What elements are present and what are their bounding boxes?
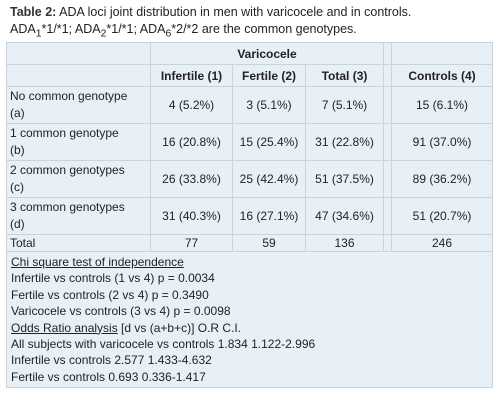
row-label-line: (b) xyxy=(10,143,25,157)
caption-line: Table 2: ADA loci joint distribution in … xyxy=(10,4,486,21)
note-text: Chi square test of independence xyxy=(11,255,184,269)
note-text: All subjects with varicocele vs controls… xyxy=(11,337,316,352)
table-cell: 51 (37.5%) xyxy=(304,160,385,198)
note-line: Fertile vs controls 0.693 0.336-1.417 xyxy=(11,369,488,385)
caption-text: ADA loci joint distribution in men with … xyxy=(59,5,412,19)
column-header: Controls (4) xyxy=(391,64,494,87)
note-line: Varicocele vs controls (3 vs 4) p = 0.00… xyxy=(11,303,488,319)
note-text: [d vs (a+b+c)] O.R C.I. xyxy=(117,320,242,335)
note-line: Fertile vs controls (2 vs 4) p = 0.3490 xyxy=(11,287,488,303)
blank-cell xyxy=(6,42,151,65)
table-cell: 51 (20.7%) xyxy=(391,197,494,235)
table-cell: 89 (36.2%) xyxy=(391,160,494,198)
row-label-line: 2 common genotypes xyxy=(10,163,125,177)
row-label-line: Total xyxy=(10,236,36,250)
table-cell: 136 xyxy=(304,234,385,252)
spacer-cell xyxy=(383,86,393,124)
table-cell: 246 xyxy=(391,234,494,252)
table-cell: 47 (34.6%) xyxy=(304,197,385,235)
row-label-line: 3 common genotypes xyxy=(10,200,125,214)
row-label: 2 common genotypes (c) xyxy=(6,160,151,198)
row-label: 3 common genotypes (d) xyxy=(6,197,151,235)
table-cell: 15 (25.4%) xyxy=(232,123,306,161)
table-cell: 4 (5.2%) xyxy=(150,86,233,124)
table-row: 2 common genotypes (c) 26 (33.8%) 25 (42.4%… xyxy=(6,160,494,198)
blank-cell xyxy=(391,42,494,65)
subscript: 6 xyxy=(165,28,172,40)
table: Varicocele Infertile (1) Fertile (2) Total … xyxy=(5,42,494,389)
caption-line: ADA1*1/*1; ADA2*1/*1; ADA6*2/*2 are the … xyxy=(10,21,486,43)
caption-text: *1/*1; ADA xyxy=(106,22,166,36)
note-line: Chi square test of independence xyxy=(11,254,488,270)
header-row: Varicocele xyxy=(6,42,494,65)
table-row: 3 common genotypes (d) 31 (40.3%) 16 (27.1%… xyxy=(6,197,494,235)
row-label: 1 common genotype (b) xyxy=(6,123,151,161)
caption-text: *2/*2 are the common genotypes. xyxy=(171,22,357,36)
spacer-cell xyxy=(383,123,393,161)
row-label: No common genotype (a) xyxy=(6,86,151,124)
row-label-line: No common genotype xyxy=(10,89,128,103)
table-cell: 31 (22.8%) xyxy=(304,123,385,161)
note-text: Fertile vs controls 0.693 0.336-1.417 xyxy=(11,369,206,384)
table-cell: 26 (33.8%) xyxy=(150,160,233,198)
table-cell: 15 (6.1%) xyxy=(391,86,494,124)
column-header: Total (3) xyxy=(304,64,385,87)
column-header: Infertile (1) xyxy=(150,64,233,87)
group-header: Varicocele xyxy=(149,42,385,65)
spacer-cell xyxy=(383,197,393,235)
notes-row: Chi square test of independence Infertile… xyxy=(5,250,494,389)
note-text: Infertile vs controls (1 vs 4) p = 0.003… xyxy=(11,271,215,286)
note-text: Odds Ratio analysis xyxy=(11,320,118,335)
note-text: Varicocele vs controls (3 vs 4) p = 0.00… xyxy=(11,304,231,319)
row-label-line: (a) xyxy=(10,106,25,120)
spacer-cell xyxy=(383,64,393,87)
spacer-cell xyxy=(383,42,393,65)
notes-cell: Chi square test of independence Infertile… xyxy=(5,250,494,389)
caption: Table 2: ADA loci joint distribution in … xyxy=(0,0,496,42)
table-cell: 16 (20.8%) xyxy=(150,123,233,161)
row-label-line: (d) xyxy=(10,217,25,231)
note-text: Infertile vs controls 2.577 1.433-4.632 xyxy=(11,353,212,368)
caption-text: *1/*1; ADA xyxy=(41,22,101,36)
note-line: Infertile vs controls 2.577 1.433-4.632 xyxy=(11,352,488,368)
row-label-line: 1 common genotype xyxy=(10,126,119,140)
table-cell: 77 xyxy=(150,234,233,252)
row-label-line: (c) xyxy=(10,180,24,194)
note-line: Infertile vs controls (1 vs 4) p = 0.003… xyxy=(11,270,488,286)
note-text: Fertile vs controls (2 vs 4) p = 0.3490 xyxy=(11,287,209,302)
note-line: Odds Ratio analysis [d vs (a+b+c)] O.R C… xyxy=(11,320,488,336)
table-cell: 16 (27.1%) xyxy=(232,197,306,235)
table-cell: 91 (37.0%) xyxy=(391,123,494,161)
table-cell: 31 (40.3%) xyxy=(150,197,233,235)
subscript: 2 xyxy=(100,28,107,40)
table-row: No common genotype (a) 4 (5.2%) 3 (5.1%) 7 (… xyxy=(6,86,494,124)
header-row: Infertile (1) Fertile (2) Total (3) Control… xyxy=(6,64,494,87)
column-header: Fertile (2) xyxy=(232,64,306,87)
caption-text: ADA xyxy=(10,22,36,36)
table-cell: 3 (5.1%) xyxy=(232,86,306,124)
caption-label: Table 2: xyxy=(10,5,57,19)
table-row: 1 common genotype (b) 16 (20.8%) 15 (25.4%)… xyxy=(6,123,494,161)
note-line: All subjects with varicocele vs controls… xyxy=(11,336,488,352)
table-cell: 25 (42.4%) xyxy=(232,160,306,198)
row-label: Total xyxy=(6,234,151,252)
table-row: Total 77 59 136 246 xyxy=(6,234,494,252)
spacer-cell xyxy=(383,234,393,252)
blank-cell xyxy=(6,64,151,87)
subscript: 1 xyxy=(35,28,42,40)
spacer-cell xyxy=(383,160,393,198)
table-cell: 7 (5.1%) xyxy=(304,86,385,124)
table-cell: 59 xyxy=(232,234,306,252)
